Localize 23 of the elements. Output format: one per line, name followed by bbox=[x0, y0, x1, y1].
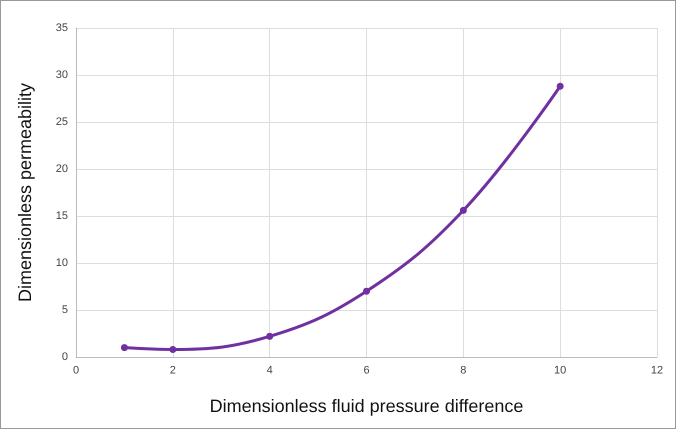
point bbox=[460, 206, 467, 214]
y-tick-label: 15 bbox=[56, 210, 68, 222]
point bbox=[266, 332, 274, 340]
y-tick-label: 30 bbox=[56, 69, 68, 81]
y-tick-label: 35 bbox=[56, 22, 68, 34]
y-tick-label: 10 bbox=[56, 257, 68, 269]
x-tick-label: 8 bbox=[460, 364, 466, 376]
point bbox=[556, 82, 564, 90]
y-axis-title: Dimensionless permeability bbox=[15, 82, 35, 302]
x-tick-label: 2 bbox=[170, 364, 176, 376]
point bbox=[169, 346, 176, 353]
x-tick-label: 0 bbox=[72, 364, 80, 376]
point bbox=[120, 344, 128, 352]
y-tick-label: 20 bbox=[56, 163, 68, 175]
y-tick-label: 5 bbox=[62, 304, 68, 316]
x-tick-label: 10 bbox=[554, 364, 566, 376]
x-tick-label: 6 bbox=[363, 364, 370, 376]
y-tick-label: 25 bbox=[56, 116, 68, 128]
point bbox=[363, 288, 370, 295]
x-tick-label: 12 bbox=[650, 364, 664, 376]
x-tick-label: 4 bbox=[266, 364, 273, 376]
x-axis-title: Dimensionless fluid pressure difference bbox=[210, 396, 524, 416]
y-tick-label: 0 bbox=[62, 351, 68, 363]
